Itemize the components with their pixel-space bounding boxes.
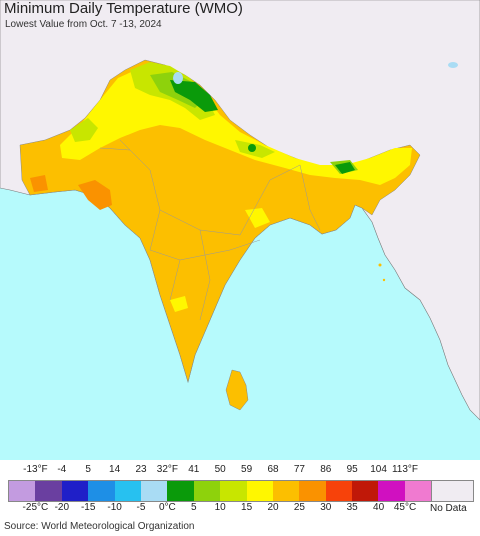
legend-swatch (299, 481, 326, 501)
mild-region-south (170, 296, 188, 312)
no-data-label: No Data (430, 503, 467, 514)
legend-swatch (272, 481, 300, 501)
legend-swatch (167, 481, 194, 501)
legend-tick: -5 (136, 502, 146, 513)
legend-swatch (404, 481, 432, 501)
legend-swatch (88, 481, 115, 501)
legend-swatch (9, 481, 36, 501)
legend-tick: 59 (241, 464, 253, 475)
legend-tick: 14 (109, 464, 121, 475)
legend-tick: -20 (54, 502, 70, 513)
legend-swatch (61, 481, 89, 501)
legend-swatch (246, 481, 273, 501)
celsius-scale: -25°C -20 -15 -10 -5 0°C 5 10 15 20 25 30 35 40 45°C (0, 502, 480, 516)
legend-swatch (35, 481, 62, 501)
legend-tick: 32°F (156, 464, 179, 475)
frost-spot-tibet (448, 62, 458, 68)
legend-swatch (378, 481, 405, 501)
legend-tick: 5 (85, 464, 91, 475)
mild-region-central (245, 208, 270, 228)
legend-tick: 104 (370, 464, 387, 475)
temperature-map (0, 0, 480, 460)
legend-tick: -10 (107, 502, 122, 513)
legend-tick: 77 (293, 464, 305, 475)
legend-tick: 40 (373, 502, 385, 513)
sri-lanka (225, 369, 249, 411)
legend-tick: -25°C (22, 502, 49, 513)
mild-region-north (60, 68, 412, 185)
legend-swatch (325, 481, 353, 501)
hot-region-sindh (78, 180, 112, 210)
freezing-spot-nepal (248, 144, 256, 152)
legend-tick: 86 (320, 464, 332, 475)
legend-tick: 15 (241, 502, 253, 513)
legend-tick: 35 (346, 502, 358, 513)
legend-swatch (193, 481, 221, 501)
freezing-region-ladakh (170, 80, 218, 112)
legend-tick: -4 (57, 464, 67, 475)
legend-tick: 20 (267, 502, 279, 513)
frost-spot-karakoram (173, 72, 183, 84)
legend-tick: 68 (267, 464, 279, 475)
legend-tick: -15 (80, 502, 96, 513)
legend-tick: 95 (346, 464, 358, 475)
no-data-swatch (431, 480, 474, 502)
legend-tick: 25 (293, 502, 305, 513)
legend-swatch (114, 481, 141, 501)
map-title: Minimum Daily Temperature (WMO) (4, 0, 243, 17)
legend-tick: 10 (214, 502, 226, 513)
legend-tick: 23 (135, 464, 147, 475)
legend-tick: 5 (191, 502, 197, 513)
freezing-region-bhutan (335, 162, 355, 174)
legend-tick: -13°F (23, 464, 48, 475)
cool-region-west (70, 118, 98, 142)
legend-tick: 0°C (158, 502, 176, 513)
color-scale (8, 480, 433, 502)
legend-tick: 50 (214, 464, 226, 475)
islands-east-2 (382, 278, 386, 282)
legend-tick: 45°C (393, 502, 417, 513)
legend-tick: 30 (320, 502, 332, 513)
legend-swatch (352, 481, 379, 501)
source-note: Source: World Meteorological Organizatio… (4, 521, 195, 532)
state-borders (99, 139, 321, 321)
fahrenheit-scale: -13°F -4 5 14 23 32°F 41 50 59 68 77 86 95 104 113°F (0, 464, 480, 478)
map-subtitle: Lowest Value from Oct. 7 -13, 2024 (5, 19, 162, 30)
legend-tick: 113°F (391, 464, 419, 475)
islands-east (378, 263, 382, 267)
legend-swatch (220, 481, 247, 501)
legend-swatch (140, 481, 168, 501)
hot-region-west (30, 175, 48, 192)
legend-tick: 41 (188, 464, 200, 475)
